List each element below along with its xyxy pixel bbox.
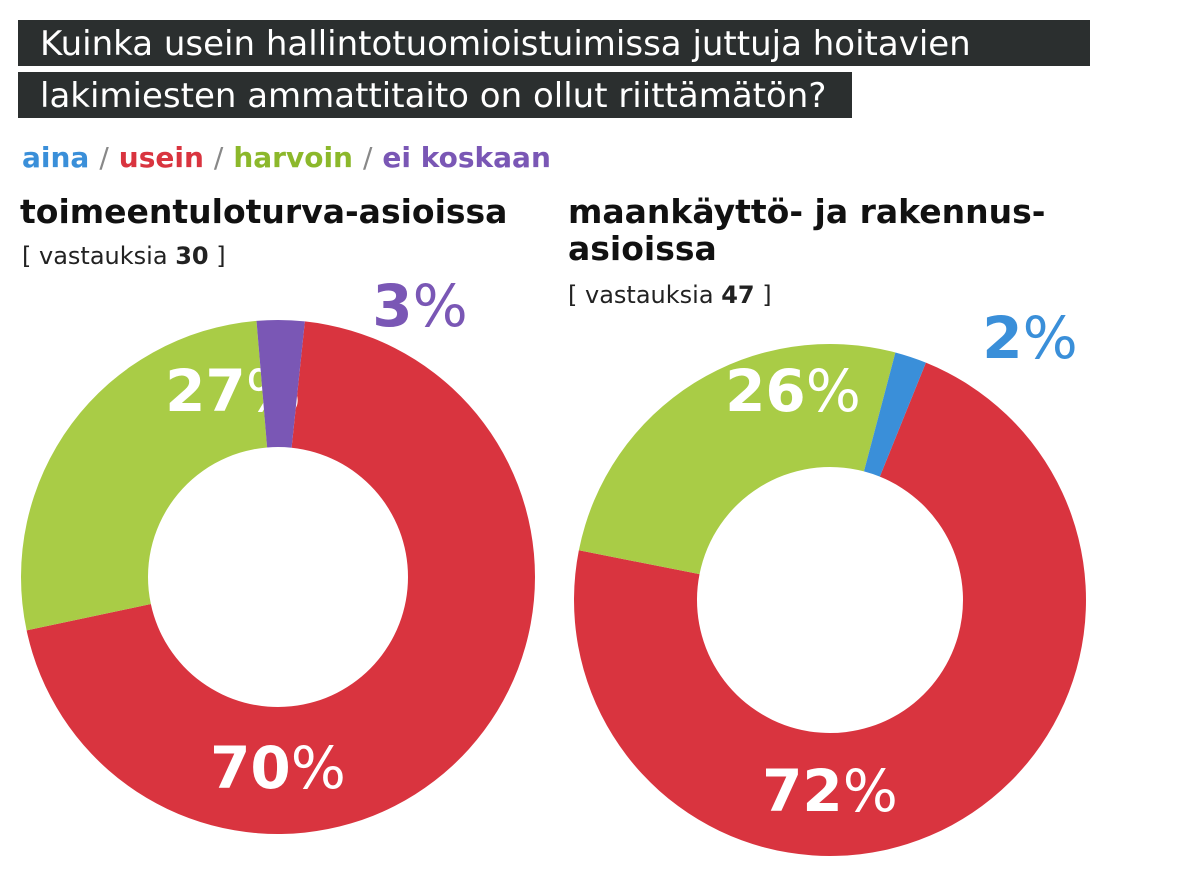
chart-1-label-value: 27 <box>165 357 246 425</box>
chart-1-label-value: 70 <box>210 734 291 802</box>
chart-2-slice-harvoin <box>578 344 896 575</box>
chart-title-line-2: lakimiesten ammattitaito on ollut riittä… <box>18 72 852 118</box>
chart-2-title-line-2: asioissa <box>568 229 717 268</box>
chart-2-response-count: [ vastauksia 47 ] <box>568 281 772 309</box>
legend-separator: / <box>362 141 373 174</box>
chart-2-label-value: 72 <box>762 757 843 825</box>
chart-2-label-aina: 2% <box>982 304 1077 372</box>
chart-2-label-percent-sign: % <box>1023 304 1078 372</box>
legend-separator: / <box>99 141 109 174</box>
chart-2-label-percent-sign: % <box>843 757 898 825</box>
legend-item-harvoin: harvoin <box>233 141 353 174</box>
chart-2-label-value: 26 <box>725 357 806 425</box>
legend-item-aina: aina <box>22 141 90 174</box>
legend: aina / usein / harvoin / ei koskaan <box>22 141 551 174</box>
chart-2-label-percent-sign: % <box>806 357 861 425</box>
chart-1-label-percent-sign: % <box>413 272 468 340</box>
chart-2-slice-usein <box>574 362 1086 856</box>
chart-2-label-usein: 72% <box>762 757 898 825</box>
chart-2-label-value: 2 <box>982 304 1022 372</box>
chart-1-title: toimeentuloturva-asioissa <box>20 192 508 231</box>
chart-title-line-1: Kuinka usein hallintotuomioistuimissa ju… <box>18 20 1090 66</box>
legend-item-usein: usein <box>118 141 204 174</box>
chart-1-slice-harvoin <box>21 320 268 631</box>
chart-1-response-count: [ vastauksia 30 ] <box>22 242 226 270</box>
chart-1-label-percent-sign: % <box>291 734 346 802</box>
chart-1-label-value: 3 <box>372 272 412 340</box>
chart-1-label-ei-koskaan: 3% <box>372 272 467 340</box>
chart-1-slice-ei-koskaan <box>256 320 305 448</box>
chart-2-label-harvoin: 26% <box>725 357 861 425</box>
chart-1-slice-usein <box>26 321 536 835</box>
legend-separator: / <box>213 141 224 174</box>
chart-2-slice-aina <box>863 352 926 477</box>
legend-item-ei-koskaan: ei koskaan <box>382 141 551 174</box>
chart-2-title-line-1: maankäyttö- ja rakennus- <box>568 192 1046 231</box>
chart-1-label-usein: 70% <box>210 734 346 802</box>
